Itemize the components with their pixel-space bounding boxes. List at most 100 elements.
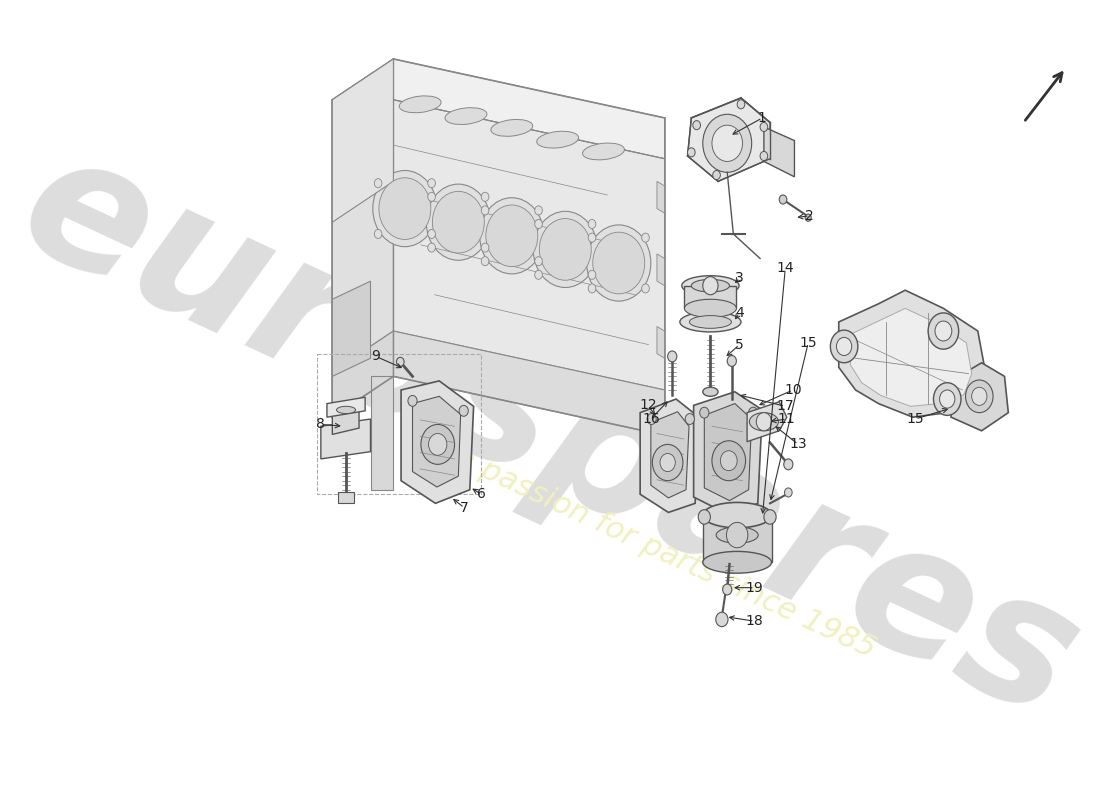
Ellipse shape: [703, 502, 771, 528]
Circle shape: [703, 114, 751, 172]
Ellipse shape: [703, 387, 718, 396]
Text: 6: 6: [476, 487, 486, 502]
Ellipse shape: [684, 299, 736, 318]
Circle shape: [593, 232, 645, 294]
Text: eurospares: eurospares: [0, 114, 1100, 756]
Polygon shape: [394, 100, 664, 390]
Circle shape: [432, 191, 484, 253]
Polygon shape: [694, 392, 762, 515]
Circle shape: [712, 125, 743, 162]
Ellipse shape: [716, 527, 758, 543]
Polygon shape: [657, 182, 664, 213]
Circle shape: [641, 284, 649, 293]
Circle shape: [482, 192, 488, 202]
Ellipse shape: [491, 119, 532, 136]
Text: 10: 10: [784, 383, 802, 397]
Circle shape: [459, 406, 469, 416]
Polygon shape: [332, 59, 394, 222]
Ellipse shape: [690, 316, 732, 328]
Polygon shape: [321, 419, 371, 459]
Polygon shape: [332, 281, 371, 376]
Circle shape: [703, 277, 718, 294]
Circle shape: [685, 414, 694, 425]
Circle shape: [641, 233, 649, 242]
Polygon shape: [688, 98, 770, 182]
Polygon shape: [339, 493, 354, 503]
Circle shape: [660, 454, 675, 472]
Circle shape: [966, 380, 993, 413]
Circle shape: [429, 434, 447, 455]
Circle shape: [749, 407, 758, 418]
Circle shape: [716, 612, 728, 626]
Text: a passion for parts since 1985: a passion for parts since 1985: [450, 442, 880, 664]
Text: 16: 16: [642, 412, 660, 426]
Circle shape: [698, 510, 711, 524]
Polygon shape: [394, 331, 664, 435]
Circle shape: [760, 151, 768, 161]
Circle shape: [374, 178, 382, 188]
Ellipse shape: [399, 96, 441, 113]
Circle shape: [421, 425, 454, 464]
Polygon shape: [371, 376, 394, 490]
Circle shape: [588, 270, 596, 279]
Circle shape: [763, 510, 777, 524]
Circle shape: [378, 178, 431, 239]
Circle shape: [408, 395, 417, 406]
Circle shape: [805, 214, 812, 222]
Circle shape: [727, 355, 736, 366]
Text: 15: 15: [800, 336, 817, 350]
Circle shape: [535, 270, 542, 279]
Circle shape: [427, 184, 491, 260]
Circle shape: [726, 522, 748, 548]
Circle shape: [535, 206, 542, 215]
Ellipse shape: [583, 143, 625, 160]
Circle shape: [971, 387, 987, 406]
Text: 19: 19: [746, 581, 763, 594]
Circle shape: [373, 170, 437, 246]
Text: 5: 5: [735, 338, 744, 352]
Circle shape: [647, 414, 657, 425]
Circle shape: [693, 121, 701, 130]
Circle shape: [668, 351, 676, 362]
Circle shape: [760, 122, 768, 131]
Text: 9: 9: [372, 350, 381, 363]
Circle shape: [396, 358, 404, 366]
Text: 17: 17: [777, 399, 794, 414]
Circle shape: [720, 450, 737, 470]
Circle shape: [713, 170, 721, 179]
Circle shape: [723, 584, 732, 595]
Polygon shape: [657, 254, 664, 286]
Text: 3: 3: [735, 270, 744, 285]
Text: 1: 1: [758, 111, 767, 125]
Text: 12: 12: [639, 398, 657, 412]
Circle shape: [535, 257, 542, 266]
Text: 7: 7: [460, 501, 469, 515]
Circle shape: [586, 225, 651, 301]
Ellipse shape: [680, 312, 741, 332]
Circle shape: [830, 330, 858, 362]
Circle shape: [535, 219, 542, 229]
Text: 18: 18: [746, 614, 763, 628]
Ellipse shape: [682, 276, 739, 296]
Polygon shape: [703, 515, 771, 562]
Polygon shape: [704, 403, 751, 501]
Bar: [317, 354, 482, 494]
Polygon shape: [763, 127, 794, 177]
Circle shape: [588, 219, 596, 229]
Polygon shape: [332, 403, 359, 434]
Circle shape: [482, 206, 488, 215]
Circle shape: [482, 243, 488, 252]
Polygon shape: [327, 398, 365, 417]
Ellipse shape: [691, 279, 729, 292]
Circle shape: [935, 321, 952, 341]
Ellipse shape: [446, 108, 487, 125]
Polygon shape: [332, 59, 394, 372]
Text: 8: 8: [317, 418, 326, 431]
Text: 11: 11: [778, 412, 795, 426]
Polygon shape: [651, 412, 689, 498]
Polygon shape: [332, 331, 394, 417]
Text: 14: 14: [777, 262, 794, 275]
Circle shape: [757, 413, 771, 430]
Ellipse shape: [337, 406, 355, 414]
Circle shape: [700, 407, 708, 418]
